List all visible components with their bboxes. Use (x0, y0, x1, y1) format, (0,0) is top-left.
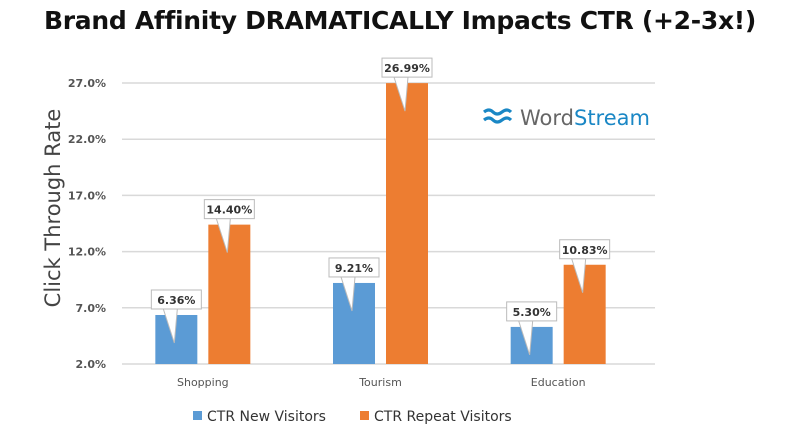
y-tick-labels: 2.0% 7.0% 12.0% 17.0% 22.0% 27.0% (68, 77, 106, 371)
y-axis-label: Click Through Rate (41, 109, 65, 308)
wave-icon (483, 108, 513, 124)
y-tick-label: 22.0% (68, 133, 106, 146)
data-labels: 6.36% 14.40% 9.21% 26.99% 5.30% 10.83% (150, 57, 611, 356)
logo-word: Word (520, 106, 574, 130)
x-tick-label: Shopping (177, 376, 229, 389)
y-tick-label: 7.0% (75, 302, 106, 315)
data-label: 26.99% (384, 62, 430, 75)
data-label: 5.30% (513, 306, 551, 319)
y-tick-label: 12.0% (68, 246, 106, 259)
y-tick-label: 27.0% (68, 77, 106, 90)
svg-text:WordStream: WordStream (520, 106, 650, 130)
bar-ctr-new-visitors (333, 282, 375, 364)
data-label: 10.83% (562, 244, 608, 257)
legend-label: CTR New Visitors (207, 409, 326, 425)
callout-box (203, 199, 255, 220)
y-tick-label: 2.0% (75, 358, 106, 371)
data-label: 9.21% (335, 262, 373, 275)
bar-ctr-repeat-visitors (563, 264, 606, 364)
legend: CTR New Visitors CTR Repeat Visitors (193, 409, 512, 425)
legend-label: CTR Repeat Visitors (374, 409, 512, 425)
callout-box (150, 289, 202, 310)
bars (155, 83, 606, 364)
callout-box (506, 301, 558, 322)
legend-swatch (360, 411, 369, 420)
callout-box (381, 57, 433, 78)
logo-stream: Stream (574, 106, 650, 130)
bar-ctr-repeat-visitors (208, 224, 251, 364)
chart-title: Brand Affinity DRAMATICALLY Impacts CTR … (43, 6, 757, 35)
wordstream-logo: WordStream (483, 106, 650, 130)
data-label: 14.40% (206, 204, 252, 217)
legend-swatch (193, 411, 202, 420)
x-tick-label: Tourism (358, 376, 402, 389)
x-tick-label: Education (531, 376, 586, 389)
x-tick-labels: Shopping Tourism Education (177, 376, 586, 389)
y-tick-label: 17.0% (68, 189, 106, 202)
callout-box (328, 257, 380, 278)
callout-box (559, 239, 611, 260)
bar-ctr-repeat-visitors (386, 83, 428, 364)
data-label: 6.36% (157, 294, 195, 307)
